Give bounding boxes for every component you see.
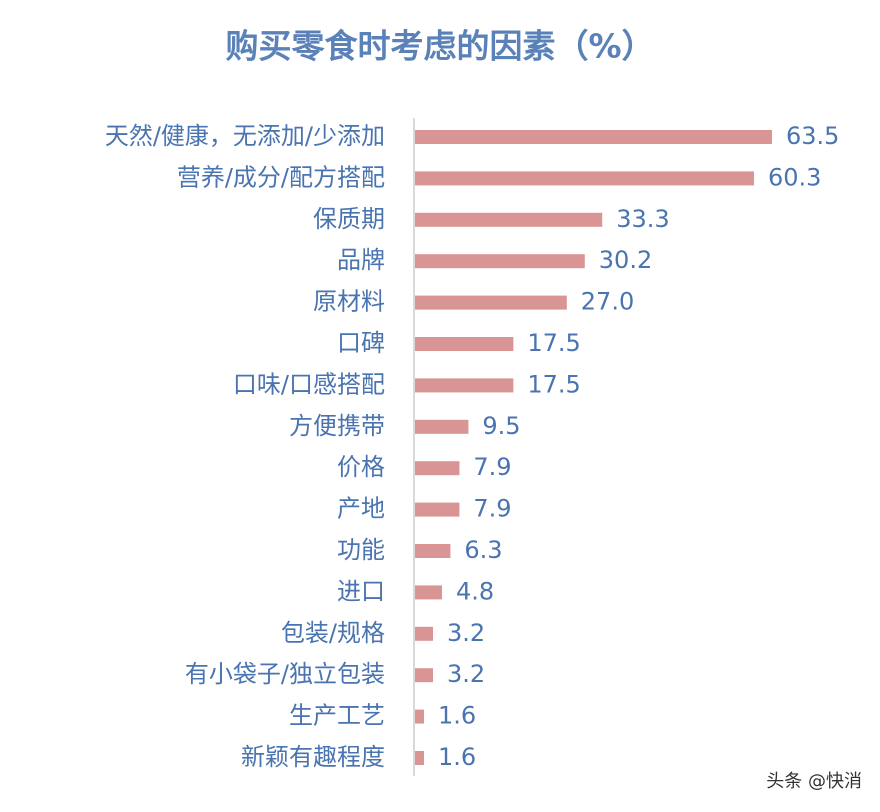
category-label: 保质期 (313, 205, 385, 233)
category-label: 新颖有趣程度 (241, 743, 385, 771)
value-label: 30.2 (599, 246, 652, 274)
bar (415, 751, 424, 765)
value-label: 27.0 (581, 288, 634, 316)
bar (415, 626, 433, 641)
chart-title: 购买零食时考虑的因素（%） (225, 27, 654, 66)
category-label: 方便携带 (289, 412, 385, 440)
bar (415, 709, 424, 724)
value-label: 17.5 (527, 370, 580, 398)
value-label: 1.6 (438, 743, 476, 771)
category-label: 口碑 (337, 329, 385, 357)
bar (415, 337, 514, 351)
value-label: 60.3 (768, 163, 821, 191)
value-label: 4.8 (456, 577, 494, 605)
value-label: 9.5 (482, 412, 520, 440)
category-label: 生产工艺 (289, 702, 385, 730)
value-label: 63.5 (786, 122, 839, 150)
category-label: 品牌 (337, 246, 385, 274)
bar (415, 544, 451, 558)
bar (415, 419, 469, 434)
bar (415, 378, 514, 393)
bar (415, 502, 460, 517)
bar (415, 461, 460, 476)
value-label: 6.3 (464, 536, 502, 564)
value-label: 3.2 (447, 660, 485, 688)
bar (415, 171, 755, 186)
category-label: 功能 (337, 536, 385, 564)
category-label: 口味/口感搭配 (233, 370, 385, 398)
value-label: 7.9 (473, 453, 511, 481)
value-label: 3.2 (447, 619, 485, 647)
value-label: 1.6 (438, 702, 476, 730)
bar (415, 668, 433, 683)
watermark: 头条 @快消 (766, 771, 862, 792)
bar (415, 585, 442, 600)
value-label: 17.5 (527, 329, 580, 357)
category-label: 包装/规格 (281, 619, 385, 647)
bar (415, 254, 585, 269)
category-label: 进口 (337, 577, 385, 605)
category-label: 产地 (337, 495, 385, 523)
category-label: 天然/健康，无添加/少添加 (105, 122, 385, 150)
bar (415, 130, 772, 144)
value-label: 7.9 (473, 495, 511, 523)
category-label: 原材料 (313, 288, 385, 316)
category-label: 价格 (337, 453, 385, 481)
bar (415, 212, 603, 227)
bar (415, 295, 567, 310)
value-label: 33.3 (616, 205, 669, 233)
category-label: 营养/成分/配方搭配 (177, 163, 385, 191)
category-label: 有小袋子/独立包装 (185, 660, 385, 688)
